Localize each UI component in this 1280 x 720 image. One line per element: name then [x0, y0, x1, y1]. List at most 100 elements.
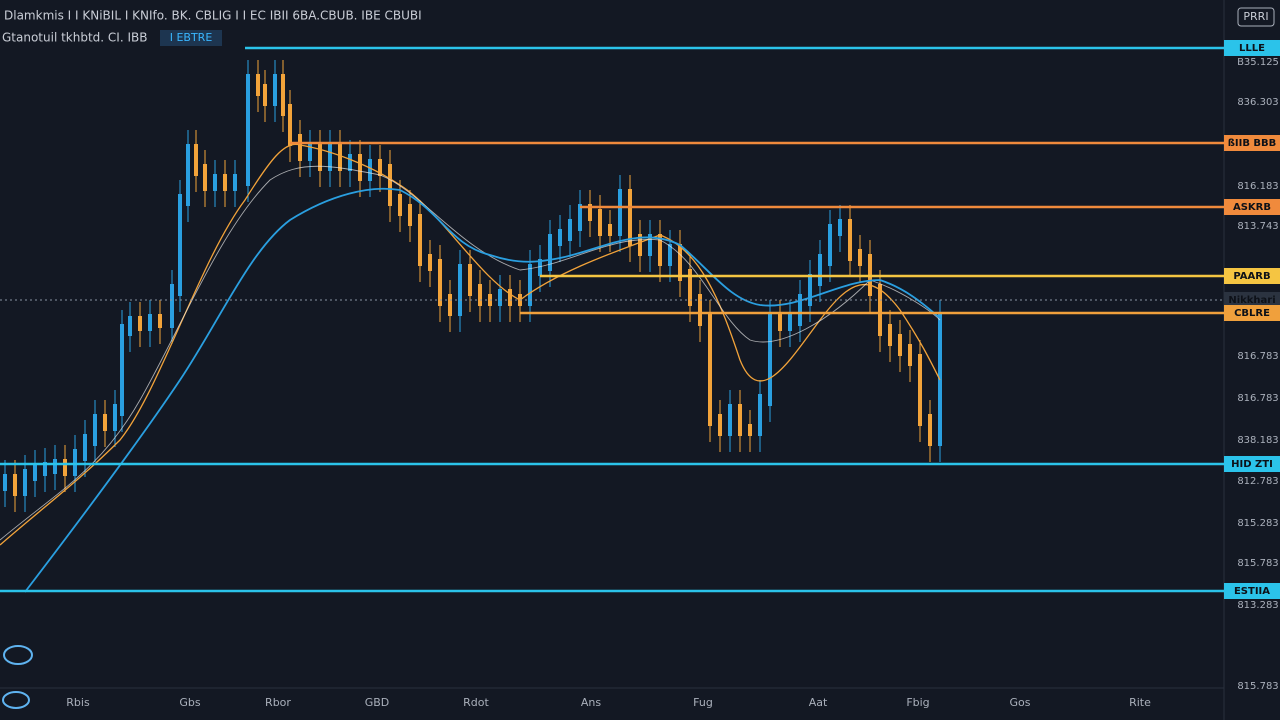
- price-label: 816.783: [1237, 393, 1278, 404]
- level-label: PAARB: [1233, 271, 1270, 282]
- candle-body: [93, 414, 97, 446]
- candle-body: [908, 344, 912, 366]
- candle-body: [203, 164, 207, 191]
- price-label: 813.743: [1237, 221, 1278, 232]
- candle-body: [3, 474, 7, 491]
- price-label: 836.303: [1237, 97, 1278, 108]
- level-label: ASKRB: [1233, 202, 1271, 213]
- candle-body: [103, 414, 107, 431]
- level-tag: [1224, 305, 1280, 321]
- candle-body: [328, 144, 332, 171]
- axes: B35.125 836.303 816.183 813.743 816.783 816.7…: [66, 57, 1279, 709]
- price-label: 813.283: [1237, 600, 1278, 611]
- candle-body: [113, 404, 117, 431]
- candle-body: [338, 144, 342, 171]
- candle-body: [758, 394, 762, 436]
- corner-button[interactable]: [1237, 7, 1275, 27]
- level-label: HID ZTI: [1231, 459, 1273, 470]
- time-label: GBD: [365, 696, 390, 709]
- candle-body: [468, 264, 472, 296]
- time-label: Aat: [809, 696, 828, 709]
- candle-body: [788, 314, 792, 331]
- price-label: 838.183: [1237, 435, 1278, 446]
- candle-body: [233, 174, 237, 191]
- logo[interactable]: [2, 691, 30, 709]
- level-label: ESTIIA: [1234, 586, 1270, 597]
- level-tag: [1224, 583, 1280, 599]
- candle-body: [708, 314, 712, 426]
- candle-body: [223, 174, 227, 191]
- candle-body: [498, 289, 502, 306]
- badge-text: I EBTRE: [170, 31, 213, 44]
- candle-body: [918, 354, 922, 426]
- candle-body: [638, 234, 642, 256]
- badge: [160, 30, 222, 46]
- candle-body: [170, 284, 174, 328]
- price-label: 815.783: [1237, 558, 1278, 569]
- candle-body: [928, 414, 932, 446]
- candle-body: [658, 234, 662, 266]
- candle-body: [348, 154, 352, 171]
- candle-body: [298, 134, 302, 161]
- time-label: Gos: [1010, 696, 1031, 709]
- time-label: Rbis: [66, 696, 90, 709]
- moving-average: [0, 143, 941, 546]
- candle-body: [83, 434, 87, 461]
- level-label: ßIIB BBB: [1228, 138, 1277, 149]
- candle-body: [63, 459, 67, 476]
- time-label: Gbs: [179, 696, 201, 709]
- candle-body: [838, 219, 842, 236]
- time-label: Ans: [581, 696, 601, 709]
- price-label: 815.283: [1237, 518, 1278, 529]
- logo[interactable]: [3, 645, 33, 665]
- levels: LLLE ßIIB BBB ASKRB PAARB Nikkhari CBLRE HID Z…: [0, 40, 1280, 599]
- candle-body: [678, 244, 682, 281]
- candle-body: [256, 74, 260, 96]
- candle-body: [728, 404, 732, 436]
- candle-body: [318, 144, 322, 171]
- level-tag: [1224, 199, 1280, 215]
- candle-body: [178, 194, 182, 296]
- price-label: 812.783: [1237, 476, 1278, 487]
- candle-body: [378, 159, 382, 176]
- level-label: LLLE: [1239, 43, 1265, 54]
- level-tag: [1224, 135, 1280, 151]
- candle-body: [848, 219, 852, 261]
- level-tag: [1224, 40, 1280, 56]
- candle-body: [73, 449, 77, 476]
- candle-body: [738, 404, 742, 436]
- time-label: Fug: [693, 696, 713, 709]
- corner-label[interactable]: PRRI: [1243, 10, 1268, 23]
- level-tag: [1224, 456, 1280, 472]
- price-label: 815.783: [1237, 681, 1278, 692]
- candle-body: [598, 209, 602, 236]
- candle-body: [808, 274, 812, 306]
- candle-body: [53, 459, 57, 474]
- candle-body: [148, 314, 152, 331]
- candle-body: [246, 74, 250, 186]
- candle-body: [538, 259, 542, 276]
- time-label: Rbor: [265, 696, 291, 709]
- candle-body: [818, 254, 822, 286]
- candle-body: [768, 314, 772, 406]
- candle-body: [558, 229, 562, 246]
- price-label: B35.125: [1237, 57, 1279, 68]
- candle-body: [698, 294, 702, 326]
- candle-body: [508, 289, 512, 306]
- price-label: 816.183: [1237, 181, 1278, 192]
- candle-body: [548, 234, 552, 271]
- candle-body: [128, 316, 132, 336]
- candle-body: [418, 214, 422, 266]
- level-label: Nikkhari: [1228, 295, 1275, 306]
- candle-body: [213, 174, 217, 191]
- candle-body: [578, 204, 582, 231]
- candle-body: [288, 104, 292, 146]
- candle-body: [23, 469, 27, 496]
- level-label: CBLRE: [1234, 308, 1270, 319]
- time-label: Rdot: [463, 696, 489, 709]
- candle-body: [388, 164, 392, 206]
- candle-body: [568, 219, 572, 241]
- candle-body: [138, 316, 142, 331]
- header-title: Dlamkmis I I KNiBIL I KNIfo. BK. CBLIG I…: [4, 9, 422, 23]
